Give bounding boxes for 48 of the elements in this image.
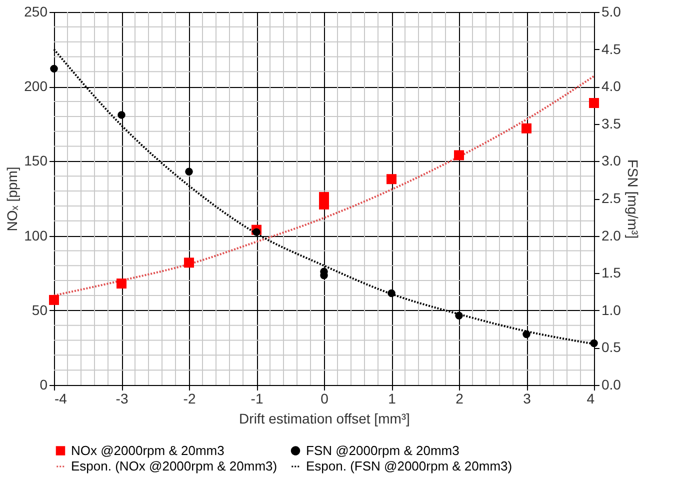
y-tick-label: 250 (24, 4, 48, 20)
point (388, 289, 396, 298)
point (252, 228, 260, 236)
legend-label: NOx @2000rpm & 20mm3 (71, 442, 224, 458)
y-tick-label: 50 (32, 302, 48, 318)
x-axis-title: Drift estimation offset [mm³] (239, 410, 410, 426)
x-tick-label: 0 (320, 390, 329, 406)
point (386, 174, 396, 184)
x-tick-label: -4 (54, 390, 68, 406)
y2-tick-label: 5.0 (602, 4, 622, 20)
y2-tick-label: 2.0 (602, 227, 622, 244)
point (49, 294, 59, 305)
point (455, 312, 463, 320)
x-tick-label: -1 (250, 390, 264, 406)
x-tick-label: -2 (183, 390, 196, 406)
point (589, 98, 599, 108)
point (50, 64, 58, 73)
x-tick-label: 2 (456, 390, 464, 406)
y2-tick-label: 4.0 (602, 78, 622, 94)
x-tick-label: 4 (586, 390, 595, 406)
point (590, 339, 598, 348)
y2-tick-label: 0.5 (602, 339, 622, 356)
y2-tick-label: 1.0 (602, 302, 622, 318)
point (118, 111, 126, 119)
x-tick-label: -3 (116, 390, 128, 406)
point (454, 150, 464, 160)
point (522, 330, 530, 338)
legend-label: Espon. (NOx @2000rpm & 20mm3) (71, 458, 278, 474)
point (116, 278, 126, 289)
legend-label: FSN @2000rpm & 20mm3 (306, 442, 460, 458)
y2-tick-label: 2.5 (602, 190, 622, 206)
x-tick-label: 1 (388, 390, 396, 406)
point (522, 123, 532, 134)
point (185, 168, 193, 176)
y2-tick-label: 4.5 (602, 40, 622, 57)
x-tick-label: 3 (523, 390, 532, 406)
y-tick-label: 100 (24, 227, 48, 244)
y2-tick-label: 3.0 (602, 152, 622, 169)
y-tick-label: 0 (40, 376, 48, 392)
y-tick-label: 200 (24, 78, 48, 94)
y2-axis-title: FSN [mg/m³] (624, 159, 641, 239)
y-axis-title: NOₓ [ppm] (4, 166, 20, 232)
y2-tick-label: 0.0 (602, 376, 622, 392)
y2-tick-label: 3.5 (602, 115, 622, 132)
point (184, 258, 194, 268)
y-tick-label: 150 (24, 152, 48, 169)
legend-label: Espon. (FSN @2000rpm & 20mm3) (306, 458, 512, 474)
y2-tick-label: 1.5 (602, 264, 622, 281)
